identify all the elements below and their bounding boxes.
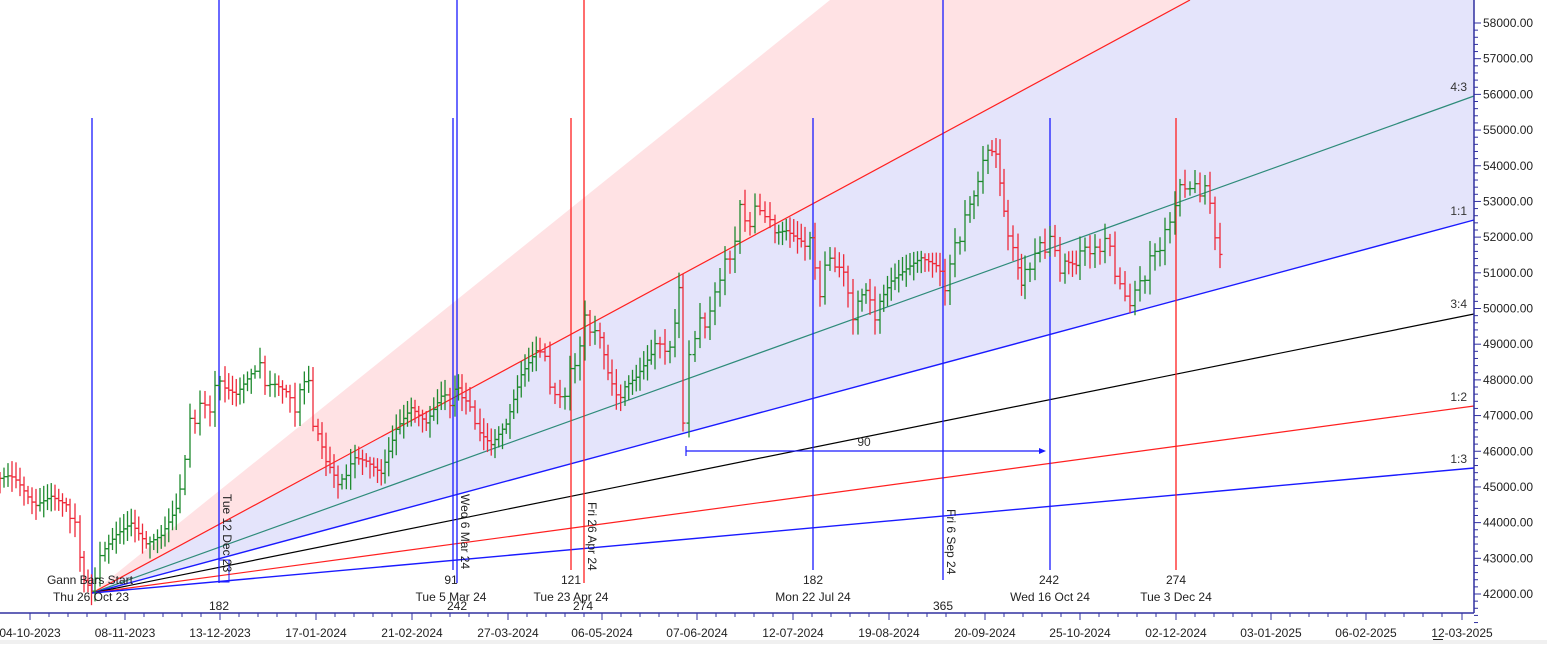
calendar-count-182: 182: [209, 599, 229, 613]
x-tick-label: 19-08-2024: [858, 626, 920, 640]
x-tick-label: 20-09-2024: [954, 626, 1016, 640]
gann-start-label: Gann Bars Start: [47, 573, 134, 587]
x-tick-label: 13-12-2023: [189, 626, 251, 640]
y-tick-label: 55000.00: [1483, 123, 1533, 137]
fan-line-1-3: [91, 467, 1475, 594]
count-242: 242: [1039, 573, 1059, 587]
fan-line-1-2: [91, 405, 1475, 594]
x-tick-label: 12-03-2025: [1431, 626, 1493, 640]
x-tick-label: 02-12-2024: [1145, 626, 1207, 640]
arrow-90-head-icon: [1039, 448, 1046, 454]
y-tick-label: 51000.00: [1483, 266, 1533, 280]
y-tick-label: 50000.00: [1483, 302, 1533, 316]
cycle-marker-box: [218, 559, 230, 583]
x-tick-label: 17-01-2024: [285, 626, 347, 640]
y-tick-label: 44000.00: [1483, 516, 1533, 530]
count-121: 121: [561, 573, 581, 587]
ratio-label-1-1: 1:1: [1450, 204, 1467, 218]
y-tick-label: 54000.00: [1483, 159, 1533, 173]
y-tick-label: 57000.00: [1483, 52, 1533, 66]
y-axis-ticks: 58000.00 57000.00 56000.00 55000.00 54000.00…: [1474, 16, 1533, 624]
calendar-count-274: 274: [573, 599, 593, 613]
vlabel-dec12: Tue 12 Dec 23: [220, 494, 234, 573]
ohlc-series: [0, 138, 1223, 606]
ratio-label-1-3: 1:3: [1450, 452, 1467, 466]
date-dec3: Tue 3 Dec 24: [1140, 590, 1212, 604]
calendar-count-365: 365: [933, 599, 953, 613]
y-tick-label: 47000.00: [1483, 409, 1533, 423]
ratio-label-4-3: 4:3: [1450, 80, 1467, 94]
status-strip: [0, 640, 1547, 644]
x-tick-label: 21-02-2024: [381, 626, 443, 640]
vlabel-sep6: Fri 6 Sep 24: [944, 509, 958, 575]
x-tick-label: 08-11-2023: [95, 626, 156, 640]
ratio-label-1-2: 1:2: [1450, 390, 1467, 404]
y-tick-label: 45000.00: [1483, 480, 1533, 494]
lavender-zone: [92, 0, 1474, 593]
x-tick-label: 03-01-2025: [1240, 626, 1302, 640]
x-axis-ticks: 04-10-2023 08-11-2023 13-12-2023 17-01-2024…: [0, 613, 1493, 640]
date-apr23: Tue 23 Apr 24: [534, 590, 609, 604]
y-tick-label: 52000.00: [1483, 230, 1533, 244]
vlabel-mar6: Wed 6 Mar 24: [458, 494, 472, 569]
x-tick-label: 07-06-2024: [666, 626, 728, 640]
x-tick-label: 06-05-2024: [571, 626, 633, 640]
y-tick-label: 48000.00: [1483, 373, 1533, 387]
x-tick-label: 04-10-2023: [0, 626, 61, 640]
fan-line-4-3: [91, 95, 1475, 594]
x-tick-label: 06-02-2025: [1335, 626, 1397, 640]
fan-line-upper: [91, 0, 1191, 594]
vlabel-apr26: Fri 26 Apr 24: [585, 502, 599, 571]
y-tick-label: 58000.00: [1483, 16, 1533, 30]
count-182: 182: [803, 573, 823, 587]
x-tick-label: 12-07-2024: [762, 626, 824, 640]
fan-line-3-4: [91, 313, 1475, 594]
gann-start-date: Thu 26 Oct 23: [53, 590, 129, 604]
ratio-label-3-4: 3:4: [1450, 297, 1467, 311]
y-tick-label: 46000.00: [1483, 444, 1533, 458]
x-tick-label: 25-10-2024: [1049, 626, 1111, 640]
y-tick-label: 43000.00: [1483, 551, 1533, 565]
y-tick-label: 56000.00: [1483, 87, 1533, 101]
calendar-count-242: 242: [447, 599, 467, 613]
date-mar5: Tue 5 Mar 24: [416, 590, 487, 604]
y-tick-label: 42000.00: [1483, 587, 1533, 601]
y-tick-label: 53000.00: [1483, 194, 1533, 208]
x-tick-label: 27-03-2024: [477, 626, 539, 640]
date-jul22: Mon 22 Jul 24: [775, 590, 851, 604]
count-91: 91: [444, 573, 458, 587]
arrow-90-label: 90: [857, 435, 871, 449]
count-274: 274: [1166, 573, 1186, 587]
date-oct16: Wed 16 Oct 24: [1010, 590, 1090, 604]
y-tick-label: 49000.00: [1483, 337, 1533, 351]
fan-line-1-1: [91, 219, 1475, 594]
